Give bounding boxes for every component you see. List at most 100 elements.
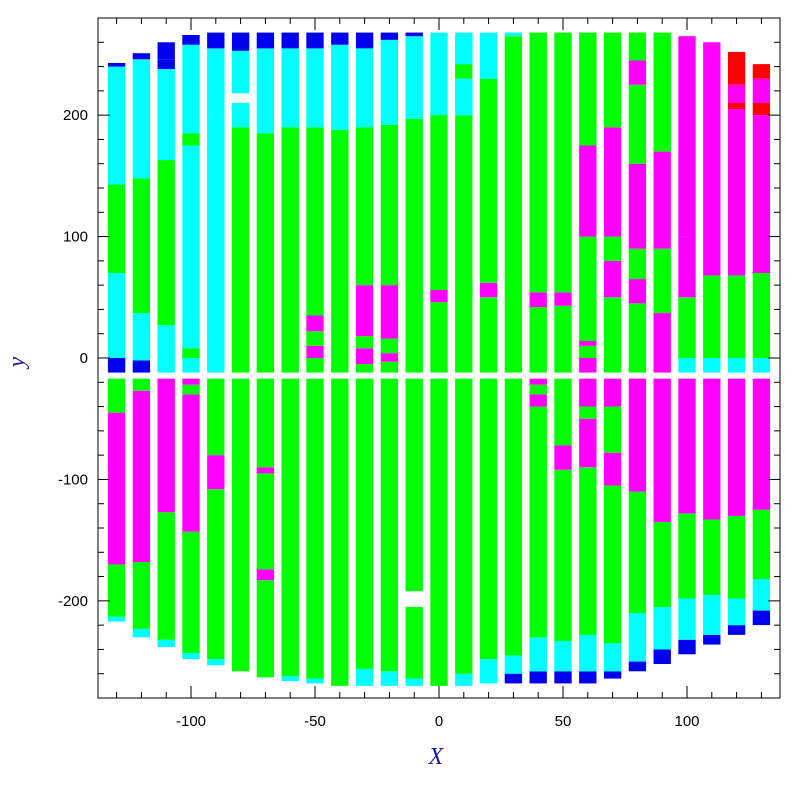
data-strips — [107, 32, 771, 686]
segment-magenta — [306, 315, 324, 332]
segment-cyan — [579, 634, 597, 672]
segment-cyan — [355, 48, 374, 128]
column-x-90 — [207, 32, 225, 666]
segment-green — [355, 127, 374, 286]
segment-cyan — [703, 358, 721, 373]
segment-magenta — [703, 42, 721, 276]
segment-green — [628, 248, 647, 280]
segment-cyan — [207, 659, 225, 666]
segment-cyan — [355, 668, 374, 686]
segment-blue — [355, 32, 374, 49]
segment-green — [355, 378, 374, 669]
column-x-80 — [231, 32, 250, 672]
segment-magenta — [752, 78, 771, 103]
segment-green — [182, 384, 200, 395]
column-x-120 — [132, 53, 151, 638]
segment-blue — [107, 62, 126, 67]
segment-cyan — [157, 358, 175, 373]
segment-green — [579, 345, 597, 358]
segment-green — [653, 521, 671, 607]
x-axis-title: X — [428, 744, 445, 770]
segment-cyan — [479, 659, 498, 684]
axis-ticks — [98, 18, 780, 698]
segment-blue — [132, 53, 151, 60]
segment-magenta — [579, 145, 597, 237]
segment-blue — [231, 32, 250, 51]
segment-green — [554, 305, 572, 373]
segment-magenta — [727, 378, 746, 516]
segment-cyan — [504, 32, 523, 37]
segment-green — [306, 331, 324, 346]
segment-cyan — [727, 358, 746, 373]
segment-green — [653, 248, 671, 314]
segment-cyan — [529, 637, 547, 672]
segment-cyan — [504, 655, 523, 674]
segment-magenta — [579, 418, 597, 468]
segment-cyan — [107, 273, 126, 358]
segment-magenta — [132, 390, 151, 562]
segment-green — [529, 384, 547, 395]
segment-red — [752, 103, 771, 116]
segment-cyan — [256, 48, 275, 134]
segment-magenta — [727, 109, 746, 276]
segment-magenta — [182, 394, 200, 532]
segment-green — [455, 115, 473, 373]
segment-magenta — [628, 163, 647, 249]
y-tick-label: -200 — [58, 593, 88, 610]
x-tick-label: 0 — [435, 713, 443, 730]
segment-green — [132, 378, 151, 391]
segment-green — [579, 236, 597, 341]
segment-blue — [628, 661, 647, 672]
segment-magenta — [628, 60, 647, 85]
segment-cyan — [430, 32, 448, 116]
segment-green — [331, 378, 349, 686]
segment-cyan — [331, 44, 349, 130]
y-tick-label: -100 — [58, 471, 88, 488]
segment-cyan — [405, 36, 423, 119]
segment-green — [727, 275, 746, 358]
segment-cyan — [628, 613, 647, 662]
segment-green — [182, 348, 200, 358]
segment-magenta — [603, 452, 622, 486]
segment-magenta — [256, 467, 275, 474]
column-x20 — [479, 32, 498, 684]
segment-green — [727, 515, 746, 599]
segment-cyan — [281, 676, 299, 681]
segment-magenta — [603, 378, 622, 407]
segment-green — [504, 378, 523, 656]
column-x-10 — [405, 32, 423, 686]
segment-cyan — [405, 678, 423, 686]
segment-green — [380, 361, 399, 373]
segment-magenta — [355, 285, 374, 337]
segment-cyan — [207, 115, 225, 373]
segment-blue — [182, 35, 200, 45]
segment-green — [405, 378, 423, 592]
column-x-50 — [306, 32, 324, 684]
column-x-30 — [355, 32, 374, 686]
segment-green — [579, 406, 597, 419]
column-x90 — [653, 32, 671, 664]
segment-magenta — [207, 455, 225, 490]
segment-green — [703, 519, 721, 595]
segment-green — [306, 378, 324, 679]
segment-blue — [306, 32, 324, 49]
segment-blue — [157, 42, 175, 60]
segment-magenta — [579, 378, 597, 407]
segment-blue — [603, 671, 622, 679]
segment-cyan — [182, 145, 200, 349]
y-tick-label: 200 — [63, 107, 88, 124]
segment-green — [628, 303, 647, 373]
segment-magenta — [579, 341, 597, 346]
segment-magenta — [355, 348, 374, 365]
column-x70 — [603, 32, 622, 679]
segment-cyan — [182, 44, 200, 134]
segment-green — [603, 297, 622, 373]
y-tick-labels: -200 -100 0 100 200 — [58, 107, 88, 610]
column-x130 — [752, 64, 771, 626]
segment-magenta — [703, 378, 721, 520]
segment-cyan — [281, 48, 299, 128]
segment-cyan — [380, 39, 399, 125]
segment-green — [479, 78, 498, 283]
segment-green — [182, 531, 200, 654]
